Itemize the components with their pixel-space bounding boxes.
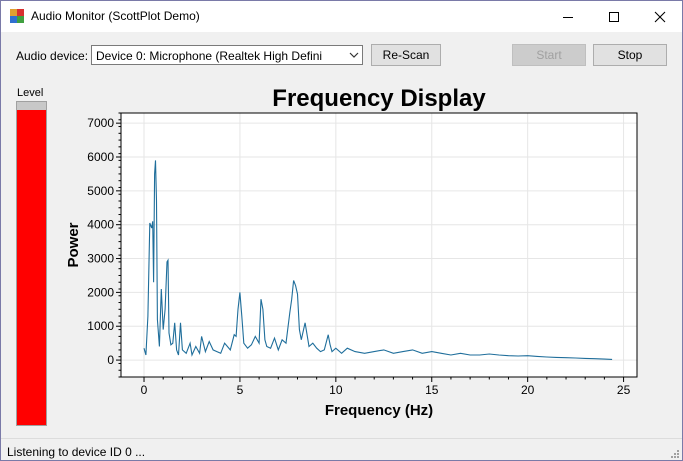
- audio-device-label: Audio device:: [16, 49, 89, 63]
- y-tick-label: 3000: [87, 252, 114, 266]
- minimize-button[interactable]: [545, 1, 591, 32]
- resize-grip-icon[interactable]: [668, 447, 680, 459]
- y-tick-label: 6000: [87, 150, 114, 164]
- y-tick-label: 0: [107, 353, 114, 367]
- x-axis-label: Frequency (Hz): [325, 402, 433, 419]
- x-tick-label: 0: [141, 383, 148, 397]
- status-text: Listening to device ID 0 ...: [7, 445, 146, 459]
- x-tick-label: 25: [617, 383, 631, 397]
- level-meter-fill: [17, 110, 46, 425]
- stop-button[interactable]: Stop: [593, 44, 667, 66]
- level-meter: [16, 101, 47, 426]
- minimize-icon: [563, 16, 573, 18]
- frequency-plot[interactable]: 0 5 10 15 20 25 0 1000 2000 3000 4000 5000 6000 7000 F…: [58, 79, 678, 429]
- frequency-chart[interactable]: 0 5 10 15 20 25 0 1000 2000 3000 4000 5000 6000 7000 F…: [58, 79, 678, 429]
- audio-device-select[interactable]: Device 0: Microphone (Realtek High Defin…: [91, 45, 363, 65]
- chart-title: Frequency Display: [272, 85, 486, 112]
- rescan-button[interactable]: Re-Scan: [371, 44, 441, 66]
- x-tick-label: 5: [237, 383, 244, 397]
- x-tick-label: 10: [329, 383, 343, 397]
- maximize-button[interactable]: [591, 1, 637, 32]
- y-tick-label: 4000: [87, 218, 114, 232]
- plot-frame: [120, 112, 638, 378]
- app-icon: [10, 9, 24, 23]
- y-tick-label: 1000: [87, 319, 114, 333]
- x-tick-label: 15: [425, 383, 439, 397]
- y-tick-label: 7000: [87, 116, 114, 130]
- y-tick-label: 5000: [87, 184, 114, 198]
- audio-device-selected-value: Device 0: Microphone (Realtek High Defin…: [96, 49, 323, 63]
- plot-background: [121, 113, 637, 377]
- x-tick-label: 20: [521, 383, 535, 397]
- close-icon: [654, 11, 666, 22]
- window-title: Audio Monitor (ScottPlot Demo): [31, 9, 200, 23]
- maximize-icon: [609, 11, 619, 22]
- status-bar: Listening to device ID 0 ...: [1, 438, 682, 460]
- y-axis-label: Power: [65, 222, 82, 267]
- power-series-line: [143, 160, 613, 360]
- start-button[interactable]: Start: [512, 44, 586, 66]
- y-tick-label: 2000: [87, 285, 114, 299]
- chevron-down-icon: [349, 52, 359, 58]
- close-button[interactable]: [637, 1, 682, 32]
- title-bar[interactable]: Audio Monitor (ScottPlot Demo): [1, 1, 682, 32]
- level-label: Level: [17, 87, 44, 99]
